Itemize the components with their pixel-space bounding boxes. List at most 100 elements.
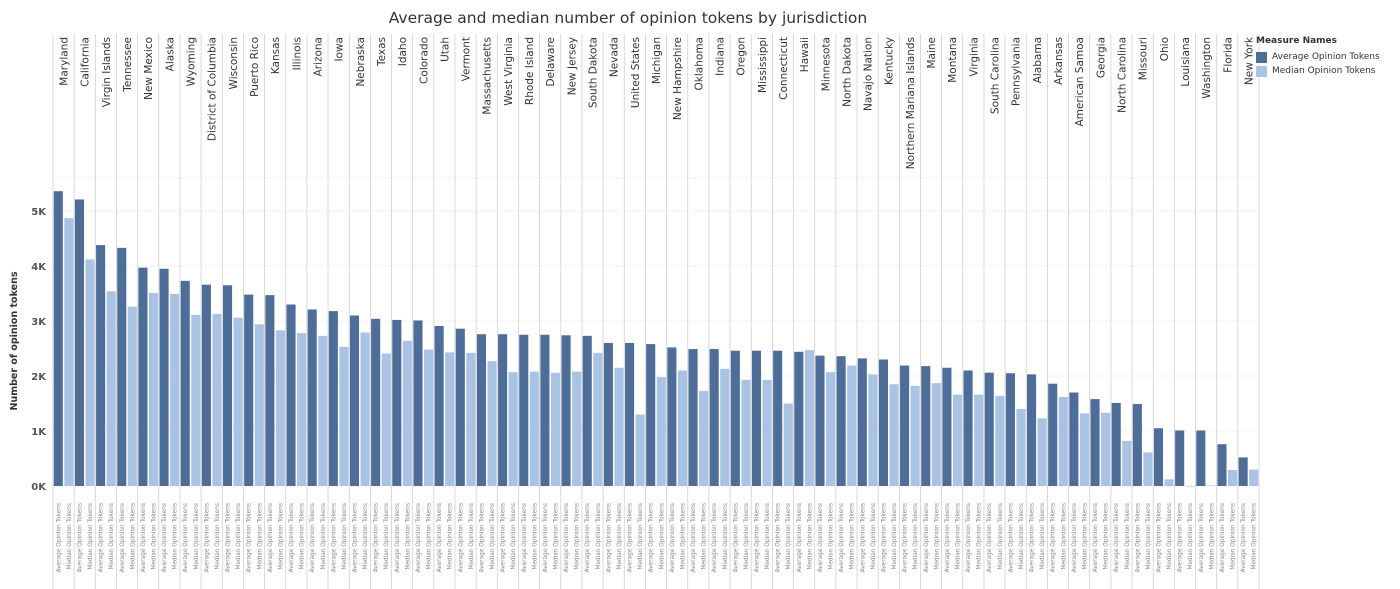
- measure-label-median: Median Opinion Tokens: [194, 503, 200, 570]
- measure-label-median: Median Opinion Tokens: [892, 503, 898, 570]
- y-tick-label: 4K: [31, 262, 47, 273]
- legend-label-median: Median Opinion Tokens: [1272, 66, 1376, 76]
- bar-average: [815, 355, 825, 486]
- bar-median: [170, 294, 180, 486]
- bar-median: [233, 317, 243, 486]
- bar-average: [413, 320, 423, 486]
- measure-label-median: Median Opinion Tokens: [596, 503, 602, 570]
- bar-median: [593, 352, 603, 486]
- legend-item-median[interactable]: Median Opinion Tokens: [1256, 64, 1380, 78]
- jurisdiction-label: Navajo Nation: [863, 37, 875, 111]
- jurisdiction-label: Idaho: [397, 37, 409, 66]
- jurisdiction-label: Indiana: [714, 37, 726, 76]
- bar-average: [96, 245, 106, 486]
- legend-swatch-average: [1256, 51, 1267, 63]
- bar-average: [794, 351, 804, 486]
- bar-median: [550, 372, 561, 486]
- measure-label-average: Average Opinion Tokens: [1241, 503, 1247, 572]
- measure-label-median: Median Opinion Tokens: [786, 503, 792, 570]
- y-tick-label: 2K: [31, 372, 47, 383]
- bar-median: [1228, 470, 1238, 486]
- jurisdiction-label: Florida: [1222, 37, 1234, 73]
- measure-label-average: Average Opinion Tokens: [289, 503, 295, 572]
- bar-average: [921, 366, 931, 486]
- bar-average: [1005, 373, 1015, 486]
- measure-label-average: Average Opinion Tokens: [1199, 503, 1205, 572]
- jurisdiction-label: Ohio: [1159, 37, 1171, 61]
- bar-median: [931, 383, 941, 486]
- jurisdiction-label: Arkansas: [1053, 37, 1065, 85]
- measure-label-median: Median Opinion Tokens: [130, 503, 136, 570]
- bar-median: [381, 353, 391, 486]
- measure-label-median: Median Opinion Tokens: [427, 503, 433, 570]
- measure-label-average: Average Opinion Tokens: [860, 503, 866, 572]
- measure-label-average: Average Opinion Tokens: [1051, 503, 1057, 572]
- measure-label-average: Average Opinion Tokens: [458, 503, 464, 572]
- jurisdiction-label: Arizona: [312, 37, 324, 76]
- measure-label-median: Median Opinion Tokens: [363, 503, 369, 570]
- jurisdiction-label: Oregon: [736, 37, 748, 76]
- measure-label-median: Median Opinion Tokens: [850, 503, 856, 570]
- jurisdiction-label: Utah: [439, 37, 451, 62]
- bar-median: [64, 218, 74, 486]
- bar-median: [275, 330, 285, 486]
- jurisdiction-label: South Carolina: [990, 37, 1002, 114]
- y-axis: 0K 1K 2K 3K 4K 5K: [31, 207, 47, 493]
- jurisdiction-label: Minnesota: [820, 37, 832, 91]
- measure-label-median: Median Opinion Tokens: [829, 503, 835, 570]
- legend-item-average[interactable]: Average Opinion Tokens: [1256, 50, 1380, 64]
- jurisdiction-label: Louisiana: [1180, 37, 1192, 87]
- jurisdiction-label: Wyoming: [186, 37, 198, 86]
- bar-median: [106, 291, 116, 486]
- measure-label-median: Median Opinion Tokens: [680, 503, 686, 570]
- measure-label-median: Median Opinion Tokens: [554, 503, 560, 570]
- bar-median: [445, 352, 455, 486]
- measure-label-average: Average Opinion Tokens: [501, 503, 507, 572]
- bar-average: [1048, 383, 1058, 486]
- bar-median: [804, 350, 814, 486]
- bar-median: [910, 385, 920, 486]
- jurisdiction-label: New Jersey: [566, 37, 578, 95]
- measure-label-average: Average Opinion Tokens: [353, 503, 359, 572]
- measure-label-median: Median Opinion Tokens: [1082, 503, 1088, 570]
- measure-label-median: Median Opinion Tokens: [744, 503, 750, 570]
- category-dividers: [52, 34, 1260, 589]
- bar-average: [371, 318, 381, 486]
- measure-label-median: Median Opinion Tokens: [871, 503, 877, 570]
- measure-label-average: Average Opinion Tokens: [987, 503, 993, 572]
- bar-average: [942, 367, 952, 486]
- bar-average: [201, 284, 211, 486]
- measure-label-average: Average Opinion Tokens: [712, 503, 718, 572]
- jurisdiction-label: Hawaii: [799, 37, 811, 72]
- y-tick-label: 3K: [31, 317, 47, 328]
- measure-label-average: Average Opinion Tokens: [585, 503, 591, 572]
- bars: [53, 191, 1259, 487]
- bar-median: [889, 384, 899, 486]
- measure-label-median: Median Opinion Tokens: [956, 503, 962, 570]
- measure-label-median: Median Opinion Tokens: [511, 503, 517, 570]
- bar-average: [328, 311, 338, 486]
- bar-average: [519, 334, 529, 486]
- chart-title: Average and median number of opinion tok…: [389, 9, 868, 27]
- measure-label-average: Average Opinion Tokens: [183, 503, 189, 572]
- y-tick-label: 0K: [31, 482, 47, 493]
- bar-median: [529, 371, 539, 486]
- bar-average: [455, 328, 465, 486]
- measure-label-median: Median Opinion Tokens: [490, 503, 496, 570]
- bar-median: [847, 365, 857, 486]
- bar-median: [677, 370, 687, 486]
- bar-median: [148, 292, 159, 486]
- measure-label-median: Median Opinion Tokens: [723, 503, 729, 570]
- bar-average: [836, 356, 846, 486]
- bar-average: [857, 358, 867, 486]
- y-axis-label: Number of opinion tokens: [9, 271, 20, 410]
- jurisdiction-label: Maine: [926, 37, 938, 69]
- jurisdiction-label: Montana: [947, 37, 959, 83]
- jurisdiction-label: Mississippi: [757, 37, 769, 93]
- measure-label-average: Average Opinion Tokens: [268, 503, 274, 572]
- y-tick-label: 1K: [31, 427, 47, 438]
- measure-label-median: Median Opinion Tokens: [934, 503, 940, 570]
- bar-average: [180, 280, 190, 486]
- jurisdiction-label: Illinois: [291, 37, 303, 70]
- measure-label-median: Median Opinion Tokens: [405, 503, 411, 570]
